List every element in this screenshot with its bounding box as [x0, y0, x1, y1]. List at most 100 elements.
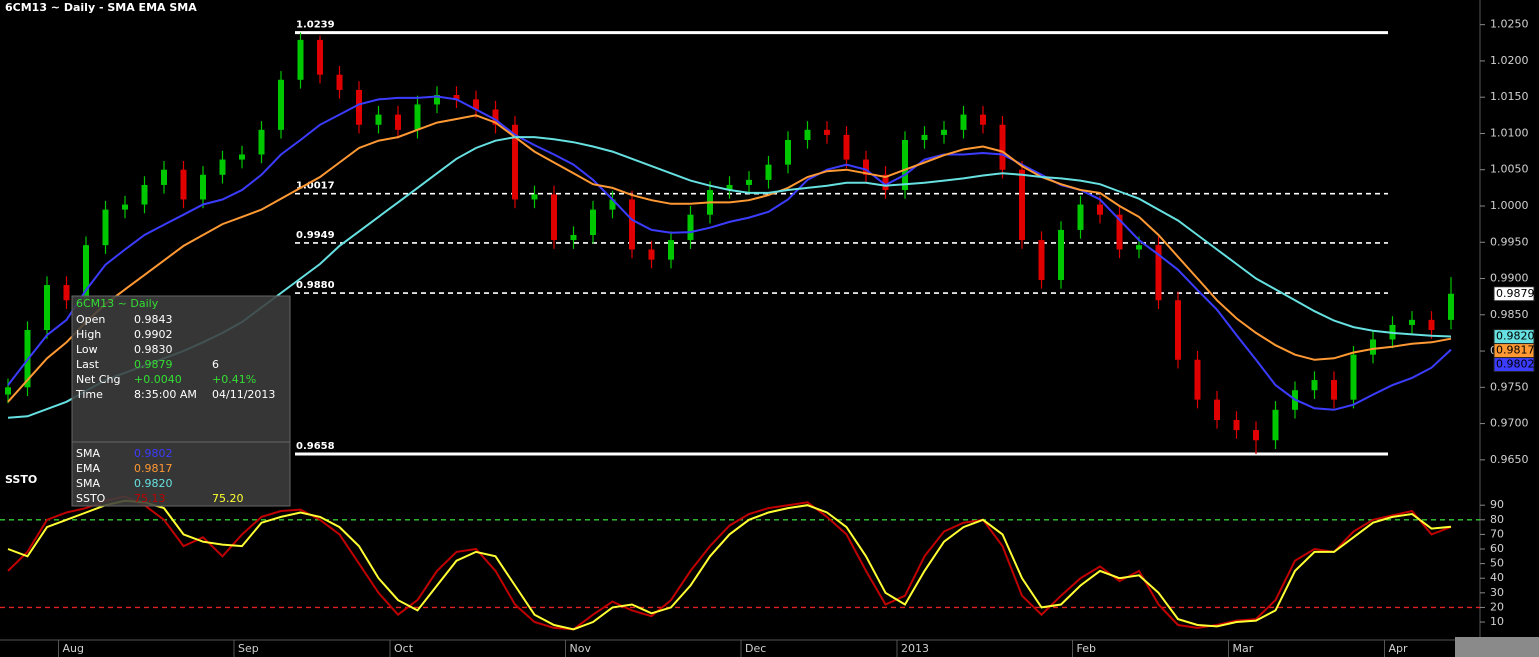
y-tick-label: 40 [1490, 571, 1504, 584]
candle-body [941, 129, 947, 135]
candle-body [278, 79, 284, 130]
info-box-text: 0.9843 [134, 313, 173, 326]
info-box-value: 75.20 [212, 492, 244, 505]
candle-body [414, 104, 421, 130]
candle-body [297, 39, 304, 80]
x-tick-label: Sep [238, 642, 259, 655]
candle-body [63, 285, 70, 301]
candle-body [1350, 354, 1357, 400]
series-line [7, 95, 1452, 411]
candle-body [453, 95, 460, 100]
y-tick-label: 20 [1490, 600, 1504, 613]
y-tick-label: 0.9650 [1490, 453, 1529, 466]
y-tick-label: 1.0000 [1490, 199, 1529, 212]
price-badge [1493, 286, 1535, 302]
info-box-text: 0.9830 [134, 343, 173, 356]
candle-body [102, 209, 109, 246]
info-box-text: High [76, 328, 101, 341]
candle-body [317, 39, 323, 75]
candle-body [1155, 245, 1162, 301]
level-label: 0.9949 [296, 230, 335, 241]
candle-body [882, 174, 889, 191]
info-box-text: +0.0040 [134, 373, 182, 386]
y-tick-label: 1.0100 [1490, 126, 1529, 139]
info-box-text: 04/11/2013 [212, 388, 275, 401]
scrollbar[interactable] [1455, 637, 1539, 657]
price-badge-label: 0.9802 [1496, 358, 1535, 371]
candle-body [629, 199, 635, 250]
info-box-text: +0.41% [212, 373, 256, 386]
candle-body [1136, 245, 1142, 250]
candle-body [434, 95, 440, 105]
candle-body [785, 139, 791, 165]
info-box-title: 6CM13 ~ Daily [76, 297, 159, 310]
info-box-text: 8:35:00 AM [134, 388, 197, 401]
candle-body [512, 124, 518, 200]
candle-body [531, 194, 538, 200]
candle-body [746, 179, 752, 185]
x-tick-label: 2013 [901, 642, 929, 655]
candle-body [1058, 229, 1064, 280]
info-box-label: SMA [76, 447, 100, 460]
candle-body [258, 129, 265, 155]
candle-body [1175, 300, 1181, 360]
info-box-label: EMA [76, 462, 100, 475]
candle-body [1077, 204, 1084, 230]
candle-body [902, 139, 908, 191]
candle-body [726, 184, 733, 191]
y-tick-label: 80 [1490, 513, 1504, 526]
candle-body [336, 74, 343, 90]
candle-body [609, 199, 616, 210]
x-tick-label: Oct [394, 642, 414, 655]
candle-body [863, 159, 869, 175]
y-tick-label: 30 [1490, 586, 1504, 599]
info-box-value: 0.9817 [134, 462, 173, 475]
price-badge [1493, 329, 1535, 345]
candle-body [1019, 169, 1025, 241]
candle-body [200, 174, 206, 200]
info-box: 6CM13 ~ Daily Open 0.9843 High 0.9902 Low 0.98… [71, 295, 291, 507]
y-tick-label: 60 [1490, 542, 1504, 555]
candle-body [473, 99, 479, 110]
candle-body [1233, 419, 1240, 431]
candle-body [999, 124, 1006, 170]
candle-body [843, 134, 850, 160]
candle-body [122, 204, 128, 210]
candle-body [668, 240, 674, 260]
candle-body [648, 249, 655, 260]
info-box-value: 0.9820 [134, 477, 173, 490]
candle-body [5, 387, 11, 395]
price-badge-label: 0.9820 [1496, 330, 1535, 343]
y-tick-label: 1.0150 [1490, 90, 1529, 103]
y-tick-label: 90 [1490, 498, 1504, 511]
info-box-bg [71, 295, 291, 507]
candle-body [590, 209, 596, 235]
candle-body [239, 154, 245, 160]
info-box-text: 0.9879 [134, 358, 173, 371]
candle-body [1272, 409, 1279, 441]
level-label: 1.0017 [296, 181, 335, 192]
info-box-text: 6 [212, 358, 219, 371]
candle-body [180, 169, 187, 200]
series-line [7, 114, 1452, 403]
x-tick-label: Aug [63, 642, 84, 655]
candle-body [1116, 214, 1123, 250]
info-box-text: Low [76, 343, 98, 356]
info-box-value: 75.13 [134, 492, 166, 505]
candle-body [960, 114, 967, 130]
candle-body [1409, 319, 1415, 325]
price-badge-label: 0.9817 [1496, 344, 1535, 357]
y-tick-label: 1.0050 [1490, 163, 1529, 176]
y-tick-label: 1.0250 [1490, 18, 1529, 31]
y-tick-label: 10 [1490, 615, 1504, 628]
candle-body [687, 214, 694, 241]
y-tick-label: 70 [1490, 527, 1504, 540]
candle-body [824, 129, 830, 135]
info-box-label: SMA [76, 477, 100, 490]
y-tick-label: 50 [1490, 557, 1504, 570]
y-tick-label: 0.9900 [1490, 272, 1529, 285]
candle-body [1331, 380, 1337, 400]
y-tick-label: 1.0200 [1490, 54, 1529, 67]
series-line [7, 499, 1452, 631]
